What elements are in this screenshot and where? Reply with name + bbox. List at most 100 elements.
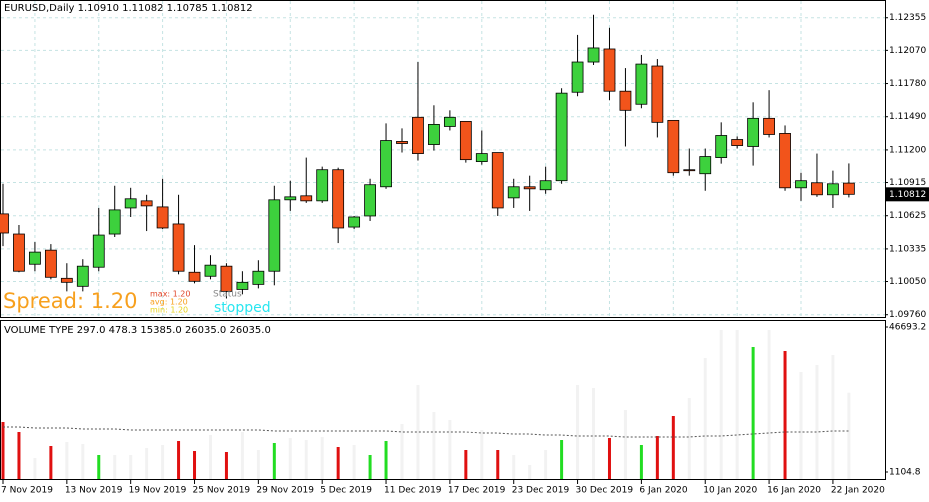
volume-average-line [3, 426, 849, 438]
volume-bar [815, 364, 819, 479]
x-tick-label: 30 Dec 2019 [576, 486, 634, 496]
status: stopped [214, 300, 271, 316]
candle-body [747, 117, 760, 147]
candle-body [332, 169, 345, 229]
volume-bar [831, 354, 835, 479]
candle-body [699, 156, 712, 175]
y-tick-label: 1.10335 [889, 244, 926, 254]
candle-body [827, 183, 839, 196]
y-tick-label: 1.11490 [889, 112, 926, 122]
candle-body [124, 198, 137, 209]
volume-bar [65, 441, 69, 479]
volume-bar [368, 454, 372, 479]
candle-body [268, 199, 281, 272]
candle-body [571, 61, 584, 93]
volume-bar [272, 442, 276, 479]
candle-body [587, 47, 600, 63]
x-tick-label: 25 Nov 2019 [193, 486, 251, 496]
y-tick-label: 1.11200 [889, 145, 926, 155]
y-tick-label: 1.12355 [889, 13, 926, 23]
y-tick-label: 1.10915 [889, 178, 926, 188]
x-tick-label: 22 Jan 2020 [831, 486, 885, 496]
marks [0, 14, 855, 479]
candle-body [763, 117, 775, 135]
volume-bar [528, 464, 532, 479]
candle-body [507, 186, 520, 199]
volume-bar [655, 436, 659, 479]
volume-bar [33, 457, 37, 479]
candle-body [603, 48, 616, 92]
spread-max: max: 1.20 [150, 290, 190, 299]
volume-bar [464, 449, 468, 479]
y-tick-label: 1.10050 [889, 277, 926, 287]
x-tick-label: 16 Jan 2020 [767, 486, 821, 496]
volume-bar [145, 447, 149, 479]
volume-bar [512, 454, 516, 479]
volume-bar [735, 329, 739, 479]
candle-body [348, 216, 361, 228]
volume-bar [288, 437, 292, 479]
volume-bar [687, 397, 691, 479]
volume-bar [560, 439, 564, 479]
volume-bar [113, 454, 117, 479]
spread-avg: avg: 1.20 [150, 298, 188, 307]
candle-body [92, 234, 105, 268]
volume-bar [336, 446, 340, 479]
candle-body [651, 65, 664, 123]
price-tag-box [886, 187, 929, 202]
candle-body [380, 140, 392, 188]
volume-bar [208, 434, 212, 479]
volume-bar [224, 451, 228, 479]
candle-body [412, 116, 424, 154]
volume-bar [240, 431, 244, 479]
candle-body [635, 63, 648, 105]
candle-body [0, 213, 9, 234]
volume-bar [480, 429, 484, 479]
volume-bar [639, 444, 643, 479]
y-tick-label: 1.12070 [889, 46, 926, 56]
candle-body [60, 277, 73, 283]
x-tick-label: 13 Nov 2019 [65, 486, 123, 496]
candle-body [779, 133, 791, 189]
candle-body [76, 265, 89, 287]
spread: Spread: 1.20 [3, 289, 137, 313]
candle-body [364, 184, 376, 217]
candle-body [204, 264, 217, 277]
volume-bar [17, 431, 21, 479]
price-tag: 1.10812 [889, 190, 926, 200]
volume-bar [671, 416, 675, 479]
candle-body [795, 180, 807, 189]
candle-body [108, 209, 121, 235]
volume-bar [576, 384, 580, 479]
volume-bar [432, 411, 436, 479]
candle-body [316, 169, 329, 202]
volume-bar [352, 444, 356, 479]
volume-bar [544, 449, 548, 479]
volume-bar [193, 451, 197, 479]
volume-bar [1, 421, 5, 479]
candle-body [13, 233, 25, 272]
candle-body [619, 90, 632, 111]
candle-body [236, 281, 249, 290]
candle-body [300, 195, 313, 202]
y-tick-label: 1.09760 [889, 310, 926, 320]
candle-body [443, 116, 456, 127]
candle-body [284, 196, 297, 201]
x-tick-label: 17 Dec 2019 [448, 486, 506, 496]
volume-bar [320, 436, 324, 479]
volume-bar [416, 384, 420, 479]
x-tick-label: 5 Dec 2019 [320, 486, 372, 496]
y-tick-label: 1104.8 [889, 468, 921, 478]
candle-body [811, 182, 823, 196]
candle-body [667, 119, 680, 174]
volume-bar [623, 409, 627, 479]
volume-bar [592, 387, 596, 479]
volume-bar [767, 329, 771, 479]
candle-body [715, 135, 728, 158]
status-label: Status [213, 290, 242, 300]
volume-bar [703, 357, 707, 479]
candle-body [683, 169, 696, 172]
candle-body [523, 186, 536, 190]
